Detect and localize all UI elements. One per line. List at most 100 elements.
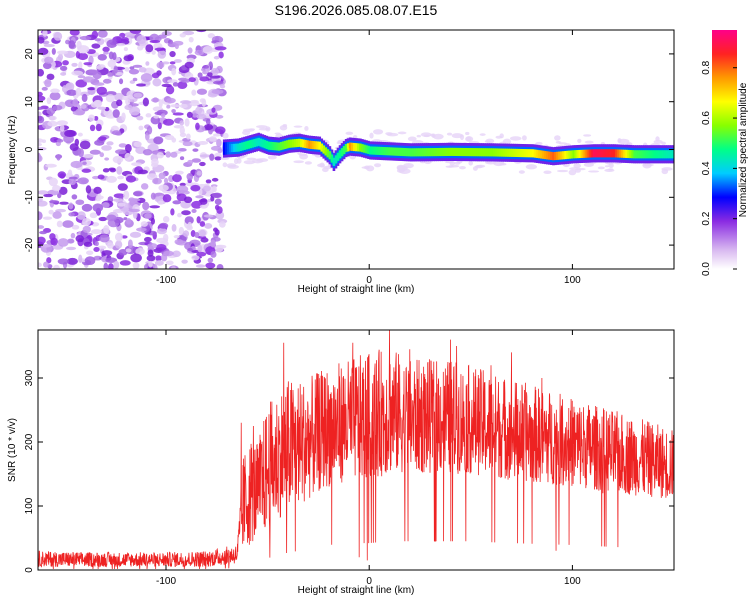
noise-speckle [43,193,54,198]
noise-speckle [53,264,60,269]
noise-speckle [151,50,156,55]
noise-speckle [38,142,43,147]
ridge-core [552,154,555,158]
noise-speckle [152,78,162,87]
ridge-core [253,141,257,145]
noise-speckle [146,125,153,135]
x-tick-label: 100 [564,275,581,286]
noise-speckle [170,208,175,216]
colorbar-tick-label: 0.0 [701,262,712,276]
y-tick-label: -20 [24,237,35,252]
noise-speckle [199,161,206,167]
noise-speckle [184,61,194,69]
noise-speckle [76,40,82,50]
noise-speckle [177,81,188,90]
noise-speckle [189,101,200,107]
noise-speckle [171,137,177,143]
noise-speckle [194,49,205,56]
ridge-halo [569,167,581,171]
noise-speckle [38,236,46,245]
ridge-halo [608,168,614,171]
noise-speckle [181,259,188,264]
ridge-halo [385,132,393,136]
noise-speckle [38,211,43,221]
ridge-core [631,152,634,156]
noise-speckle [103,262,109,269]
noise-speckle [103,51,109,55]
noise-speckle [163,250,174,257]
snr-y-ticks: 0 100 200 300 [24,369,674,573]
noise-speckle [190,184,201,192]
ridge-halo [653,139,663,144]
ridge-core [446,150,450,154]
ridge-core [574,152,578,156]
noise-speckle [142,97,149,107]
noise-speckle [82,161,87,165]
snr-y-axis-label: SNR (10 * v/v) [7,418,18,482]
ridge-core [233,146,236,150]
ridge-core [417,150,421,154]
noise-speckle [132,262,140,269]
ridge-core [531,151,535,155]
ridge-halo [573,163,581,169]
noise-speckle [211,185,217,193]
noise-speckle [102,78,112,84]
ridge-core [241,145,244,148]
noise-speckle [50,237,58,246]
ridge-core [468,150,472,154]
noise-speckle [97,245,107,250]
ridge-core [259,141,263,145]
noise-speckle [56,154,61,161]
ridge-core [344,146,348,150]
noise-speckle [57,238,69,247]
ridge-core [365,147,368,151]
noise-speckle [93,115,99,121]
ridge-halo [396,168,405,173]
noise-speckle [92,71,102,80]
noise-speckle [191,208,197,214]
ridge-core [289,142,293,146]
ridge-core [432,150,435,154]
spectrogram-y-axis-label: Frequency (Hz) [7,116,18,185]
ridge-core [387,149,391,153]
ridge-core [633,152,636,156]
ridge-core [511,151,515,155]
ridge-core [304,142,307,146]
noise-speckle [195,195,204,199]
noise-speckle [77,75,86,79]
ridge-core [482,150,486,154]
noise-speckle [195,264,206,268]
noise-speckle [128,68,140,75]
noise-speckle [62,220,74,228]
ridge-core [231,146,234,150]
noise-speckle [172,82,179,87]
noise-speckle [213,55,220,60]
noise-speckle [135,83,147,87]
ridge-core [391,150,395,153]
ridge-core [302,142,305,146]
noise-speckle [70,232,76,239]
noise-speckle [125,98,131,106]
noise-speckle [160,113,166,118]
ridge-core [229,146,232,150]
ridge-core [637,152,641,156]
ridge-core [493,150,496,154]
ridge-halo [661,141,666,145]
noise-speckle [153,115,160,119]
noise-speckle [136,35,147,45]
ridge-core [224,146,228,150]
ridge-core [375,149,378,153]
noise-speckle [186,133,191,140]
noise-speckle [150,192,156,200]
noise-speckle [105,257,118,263]
ridge-core [399,150,403,154]
noise-speckle [196,170,202,176]
noise-speckle [116,166,123,175]
noise-speckle [145,44,154,53]
noise-speckle [153,136,164,145]
noise-speckle [52,104,63,111]
ridge-halo [373,129,384,135]
ridge-core [566,153,569,157]
ridge-halo [495,135,503,139]
ridge-core [332,160,336,164]
